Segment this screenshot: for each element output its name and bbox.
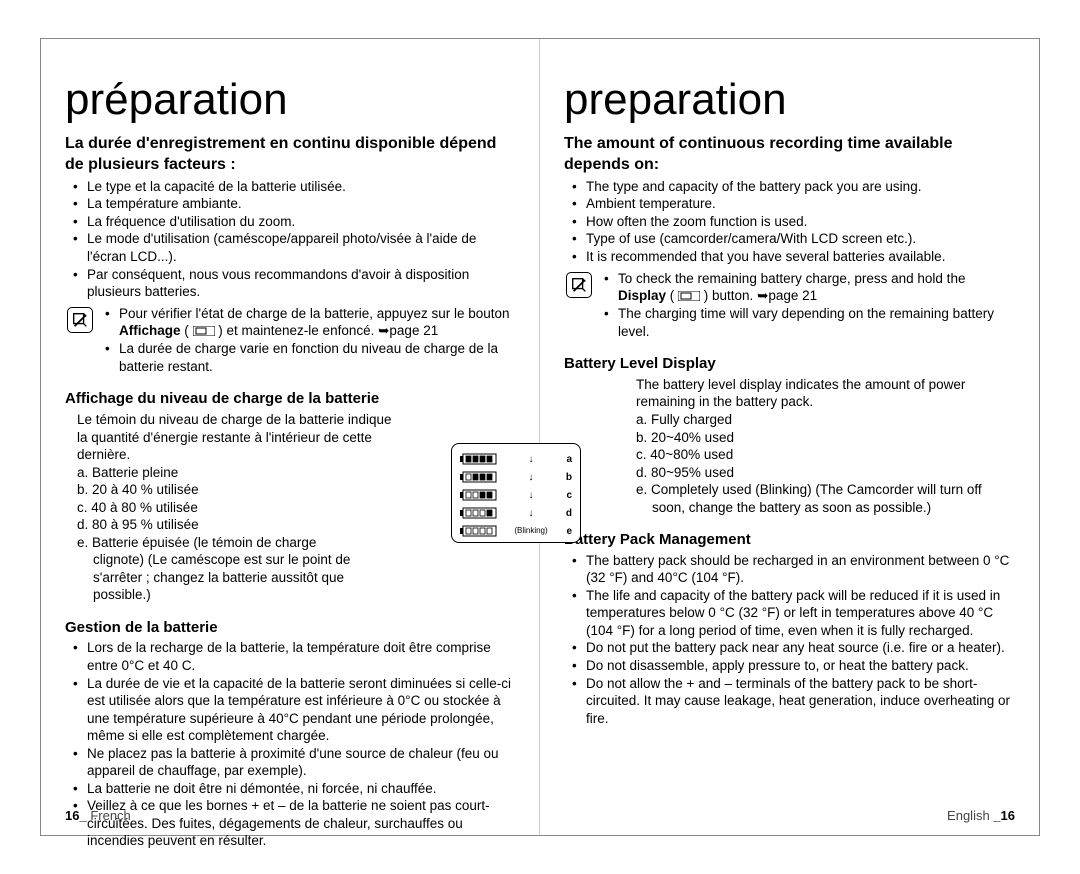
list-item: Do not disassemble, apply pressure to, o…	[576, 657, 1015, 675]
list-item: Do not allow the + and – terminals of th…	[576, 675, 1015, 728]
list-item: Type of use (camcorder/camera/With LCD s…	[576, 230, 1015, 248]
battery-mgmt-heading: Gestion de la batterie	[65, 618, 515, 638]
battery-row: ↓c	[460, 486, 572, 504]
page-number: 16_	[65, 808, 87, 823]
battery-desc: Le témoin du niveau de charge de la batt…	[65, 411, 405, 464]
manual-page: préparation La durée d'enregistrement en…	[40, 38, 1040, 836]
list-item: Ne placez pas la batterie à proximité d'…	[77, 745, 515, 780]
factors-heading: The amount of continuous recording time …	[564, 134, 1015, 176]
list-item: La batterie ne doit être ni démontée, ni…	[77, 780, 515, 798]
factors-list: The type and capacity of the battery pac…	[564, 178, 1015, 266]
state-item: e. Completely used (Blinking) (The Camco…	[636, 481, 1015, 516]
list-item: Lors de la recharge de la batterie, la t…	[77, 639, 515, 674]
list-item: The battery pack should be recharged in …	[576, 552, 1015, 587]
state-item: d. 80~95% used	[636, 464, 1015, 482]
state-item: c. 40 à 80 % utilisée	[77, 499, 365, 517]
list-item: Le mode d'utilisation (caméscope/apparei…	[77, 230, 515, 265]
page-footer: English _16	[947, 808, 1015, 825]
list-item: Veillez à ce que les bornes + et – de la…	[77, 797, 515, 850]
note-list: To check the remaining battery charge, p…	[600, 270, 1015, 341]
list-item: Do not put the battery pack near any hea…	[576, 639, 1015, 657]
page-number: _16	[993, 808, 1015, 823]
note-icon	[67, 307, 93, 333]
battery-display-heading: Battery Level Display	[564, 354, 1015, 374]
list-item: Par conséquent, nous vous recommandons d…	[77, 266, 515, 301]
state-item: c. 40~80% used	[636, 446, 1015, 464]
english-column: preparation The amount of continuous rec…	[540, 39, 1039, 835]
list-item: It is recommended that you have several …	[576, 248, 1015, 266]
battery-row: ↓d	[460, 504, 572, 522]
french-column: préparation La durée d'enregistrement en…	[41, 39, 540, 835]
note-box: To check the remaining battery charge, p…	[564, 270, 1015, 341]
state-item: e. Batterie épuisée (le témoin de charge…	[77, 534, 365, 604]
mgmt-list: Lors de la recharge de la batterie, la t…	[65, 639, 515, 850]
page-title: preparation	[564, 71, 1015, 128]
state-item: a. Fully charged	[636, 411, 1015, 429]
list-item: La température ambiante.	[77, 195, 515, 213]
note-icon	[566, 272, 592, 298]
footer-lang: French	[87, 808, 131, 823]
factors-list: Le type et la capacité de la batterie ut…	[65, 178, 515, 301]
list-item: La durée de vie et la capacité de la bat…	[77, 675, 515, 745]
list-item: La fréquence d'utilisation du zoom.	[77, 213, 515, 231]
display-button-icon	[193, 323, 215, 341]
battery-row: ↓a	[460, 450, 572, 468]
state-item: b. 20 à 40 % utilisée	[77, 481, 365, 499]
page-title: préparation	[65, 71, 515, 128]
state-item: b. 20~40% used	[636, 429, 1015, 447]
note-item: Pour vérifier l'état de charge de la bat…	[109, 305, 515, 341]
display-button-icon	[678, 288, 700, 306]
state-item: d. 80 à 95 % utilisée	[77, 516, 365, 534]
note-item: To check the remaining battery charge, p…	[608, 270, 1015, 306]
footer-lang: English	[947, 808, 993, 823]
battery-states: a. Batterie pleine b. 20 à 40 % utilisée…	[65, 464, 365, 604]
list-item: How often the zoom function is used.	[576, 213, 1015, 231]
battery-desc: The battery level display indicates the …	[564, 376, 1015, 411]
list-item: Le type et la capacité de la batterie ut…	[77, 178, 515, 196]
list-item: The life and capacity of the battery pac…	[576, 587, 1015, 640]
note-item: La durée de charge varie en fonction du …	[109, 340, 515, 375]
note-box: Pour vérifier l'état de charge de la bat…	[65, 305, 515, 376]
battery-row: (Blinking)e	[460, 522, 572, 540]
battery-mgmt-heading: Battery Pack Management	[564, 530, 1015, 550]
mgmt-list: The battery pack should be recharged in …	[564, 552, 1015, 727]
page-footer: 16_ French	[65, 808, 131, 825]
state-item: a. Batterie pleine	[77, 464, 365, 482]
battery-diagram: ↓a↓b↓c↓d(Blinking)e	[451, 443, 581, 543]
list-item: The type and capacity of the battery pac…	[576, 178, 1015, 196]
factors-heading: La durée d'enregistrement en continu dis…	[65, 134, 515, 176]
note-list: Pour vérifier l'état de charge de la bat…	[101, 305, 515, 376]
battery-display-heading: Affichage du niveau de charge de la batt…	[65, 389, 515, 409]
battery-row: ↓b	[460, 468, 572, 486]
note-item: The charging time will vary depending on…	[608, 305, 1015, 340]
battery-level-section: Affichage du niveau de charge de la batt…	[65, 389, 515, 604]
battery-states: a. Fully charged b. 20~40% used c. 40~80…	[564, 411, 1015, 516]
list-item: Ambient temperature.	[576, 195, 1015, 213]
